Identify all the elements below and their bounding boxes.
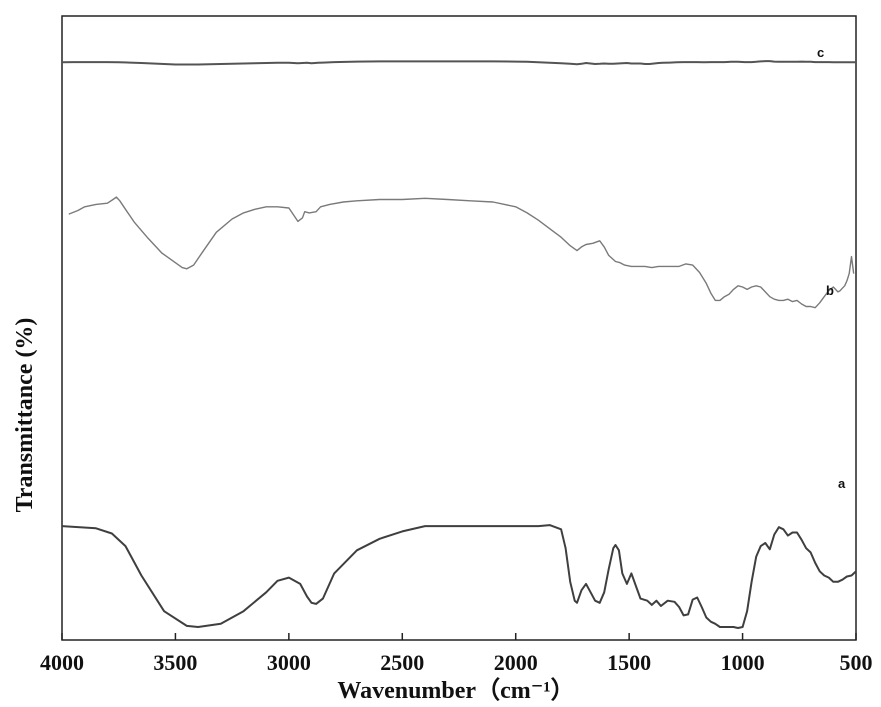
x-tick-label: 500 — [840, 650, 873, 675]
x-ticks: 4000 3500 3000 2500 2000 1500 1000 500 — [40, 633, 873, 675]
series-group — [61, 60, 857, 629]
x-tick-label: 3500 — [153, 650, 197, 675]
x-tick-label: 3000 — [267, 650, 311, 675]
spectrum-line-b — [68, 196, 855, 309]
x-tick-label: 1000 — [721, 650, 765, 675]
x-tick-label: 2500 — [380, 650, 424, 675]
series-labels: a b c — [817, 45, 846, 491]
x-axis-title: Wavenumber（cm⁻¹） — [337, 677, 574, 702]
y-axis-title: Transmittance (%) — [12, 318, 38, 513]
series-label-c: c — [817, 45, 824, 60]
spectrum-line-c — [61, 60, 856, 66]
x-tick-label: 4000 — [40, 650, 84, 675]
series-label-b: b — [826, 283, 834, 298]
x-tick-label: 2000 — [494, 650, 538, 675]
series-label-a: a — [838, 476, 846, 491]
x-tick-label: 1500 — [607, 650, 651, 675]
spectrum-line-a — [61, 524, 857, 629]
plot-frame — [61, 15, 857, 641]
